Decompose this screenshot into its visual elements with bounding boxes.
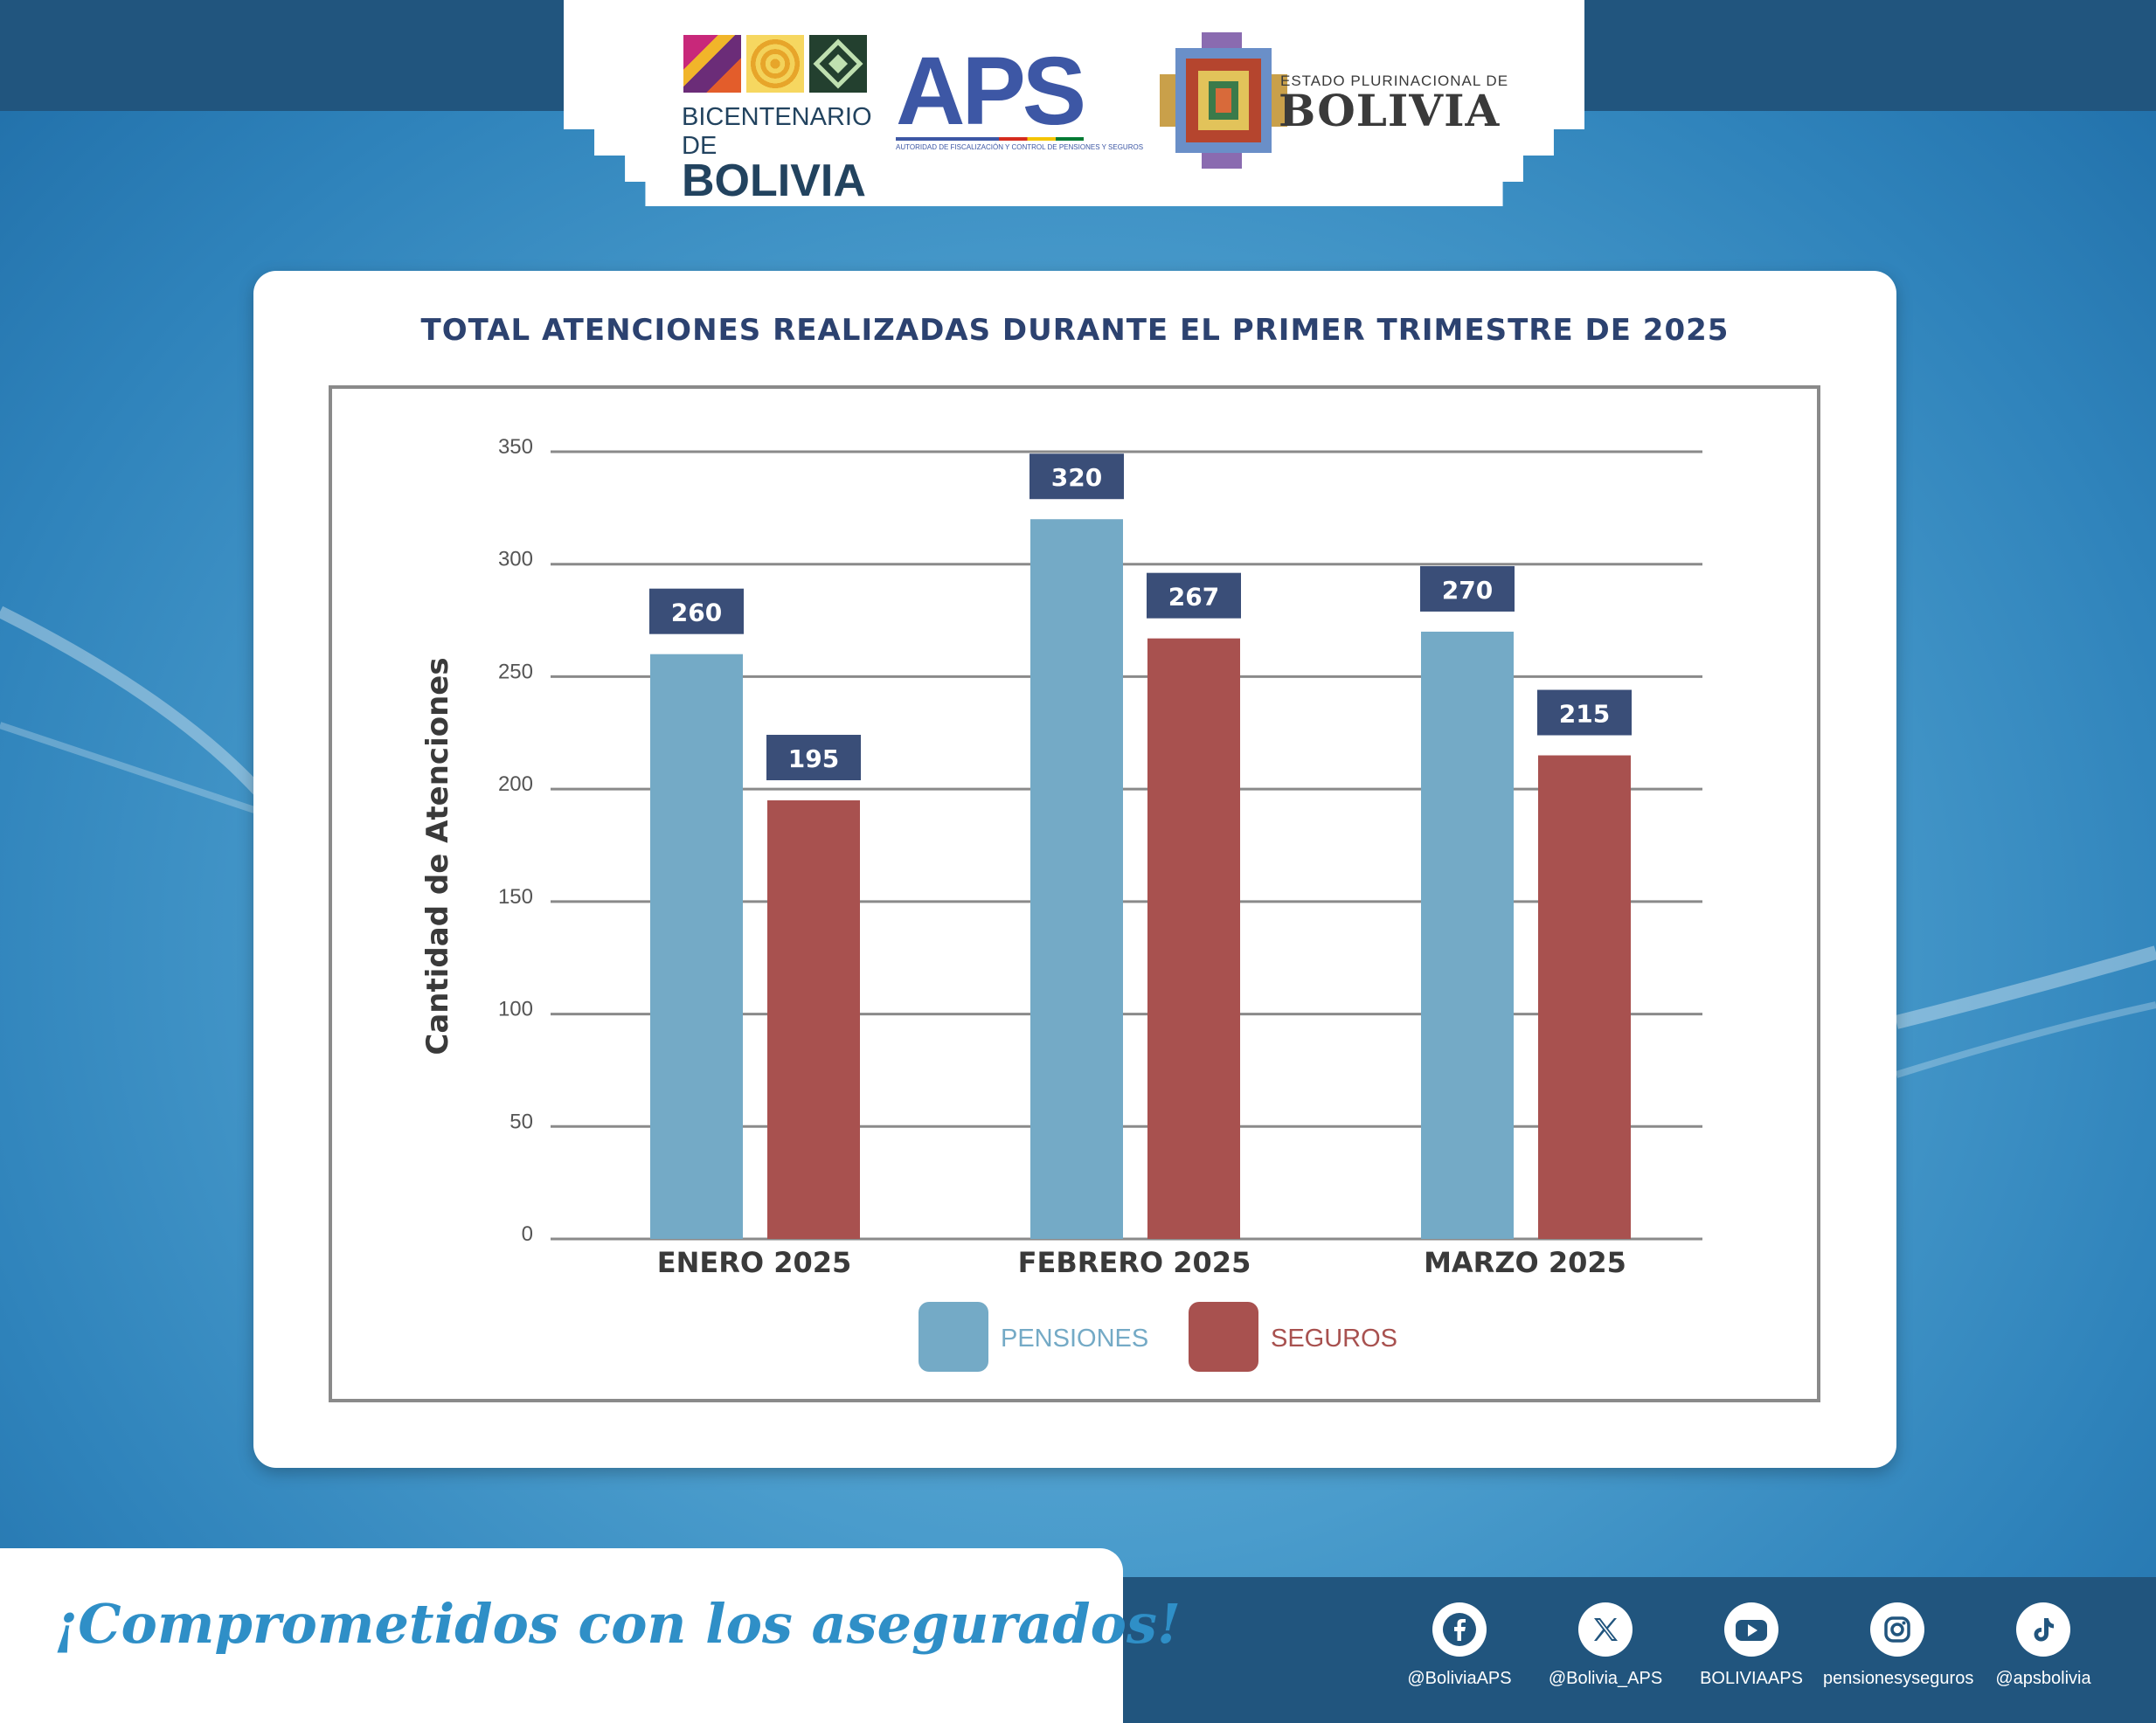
aps-logo-subtitle: AUTORIDAD DE FISCALIZACIÓN Y CONTROL DE …	[896, 143, 1144, 151]
instagram-handle: pensionesyseguros	[1823, 1669, 1974, 1688]
bicentenario-line1: BICENTENARIO DE	[682, 103, 872, 160]
chart-frame	[329, 385, 1820, 1402]
estado-plurinacional-logo: ESTADO PLURINACIONAL DE BOLIVIA	[1158, 31, 1508, 170]
data-label-box	[1537, 689, 1632, 736]
bar-pensiones	[1030, 519, 1123, 1239]
bicentenario-pattern-pink	[683, 35, 741, 93]
estado-line1: ESTADO PLURINACIONAL DE	[1280, 73, 1509, 89]
bar-pensiones	[650, 654, 743, 1239]
bicentenario-line2: BOLIVIA	[682, 156, 866, 206]
x-handle: @Bolivia_APS	[1548, 1669, 1663, 1688]
y-tick-label: 250	[498, 660, 533, 683]
aps-logo-text: APS	[896, 38, 1086, 145]
data-label: 215	[1559, 700, 1610, 729]
data-label: 267	[1168, 583, 1219, 612]
social-instagram[interactable]: pensionesyseguros	[1823, 1602, 1974, 1689]
legend-swatch-seguros	[1189, 1302, 1258, 1372]
legend-swatch-pensiones	[919, 1302, 988, 1372]
y-tick-label: 150	[498, 885, 533, 909]
data-label: 195	[788, 744, 839, 773]
data-label-box	[1420, 565, 1515, 612]
x-icon[interactable]	[1578, 1602, 1633, 1657]
bicentenario-pattern-spiral	[746, 35, 804, 93]
data-label-box	[649, 588, 744, 634]
chart-title: TOTAL ATENCIONES REALIZADAS DURANTE EL P…	[420, 313, 1730, 348]
instagram-icon[interactable]	[1870, 1602, 1924, 1657]
legend-label-seguros: SEGUROS	[1271, 1325, 1397, 1353]
social-youtube[interactable]: BOLIVIAAPS	[1677, 1602, 1826, 1689]
bar-seguros	[1538, 755, 1631, 1239]
data-label: 260	[671, 599, 722, 627]
bar-seguros	[767, 800, 860, 1239]
y-tick-label: 200	[498, 772, 533, 796]
y-tick-label: 100	[498, 998, 533, 1021]
bar-chart: 0 50 100 150 200 250 300 350 Cantidad de Atencio…	[420, 435, 1702, 1372]
legend-label-pensiones: PENSIONES	[1001, 1325, 1148, 1353]
x-category-label: FEBRERO 2025	[1018, 1246, 1251, 1279]
tagline-text: ¡Comprometidos con los asegurados!	[54, 1592, 1182, 1656]
facebook-handle: @BoliviaAPS	[1407, 1669, 1512, 1688]
data-label: 320	[1051, 463, 1102, 492]
bar-seguros	[1147, 638, 1240, 1239]
data-label-box	[766, 735, 861, 781]
data-label: 270	[1442, 576, 1493, 605]
y-axis-title: Cantidad de Atenciones	[420, 657, 455, 1055]
chakana-emblem	[1160, 32, 1287, 169]
tagline-panel: ¡Comprometidos con los asegurados!	[0, 1548, 1181, 1723]
chart-card: TOTAL ATENCIONES REALIZADAS DURANTE EL P…	[253, 271, 1896, 1468]
y-tick-label: 0	[522, 1222, 533, 1246]
data-label-box	[1147, 572, 1241, 619]
aps-flag-stripe	[896, 137, 1084, 141]
x-category-label: ENERO 2025	[657, 1246, 852, 1279]
tiktok-icon[interactable]	[2016, 1602, 2070, 1657]
y-tick-label: 50	[510, 1110, 533, 1133]
social-facebook[interactable]: @BoliviaAPS	[1385, 1602, 1534, 1689]
facebook-icon[interactable]	[1432, 1602, 1487, 1657]
social-x[interactable]: @Bolivia_APS	[1531, 1602, 1680, 1689]
header-logo-card: BICENTENARIO DE BOLIVIA APS AUTORIDAD DE…	[564, 0, 1584, 206]
tiktok-handle: @apsbolivia	[1995, 1669, 2091, 1688]
youtube-handle: BOLIVIAAPS	[1700, 1669, 1803, 1688]
data-label-box	[1029, 453, 1124, 500]
aps-logo: APS AUTORIDAD DE FISCALIZACIÓN Y CONTROL…	[896, 38, 1144, 162]
y-tick-label: 350	[498, 435, 533, 459]
bicentenario-pattern-green	[809, 35, 867, 93]
estado-line2: BOLIVIA	[1279, 85, 1501, 136]
bicentenario-logo: BICENTENARIO DE BOLIVIA	[682, 35, 874, 204]
y-tick-label: 300	[498, 548, 533, 571]
x-category-label: MARZO 2025	[1424, 1246, 1626, 1279]
bar-pensiones	[1421, 631, 1514, 1239]
youtube-icon[interactable]	[1724, 1602, 1778, 1657]
social-tiktok[interactable]: @apsbolivia	[1969, 1602, 2118, 1689]
